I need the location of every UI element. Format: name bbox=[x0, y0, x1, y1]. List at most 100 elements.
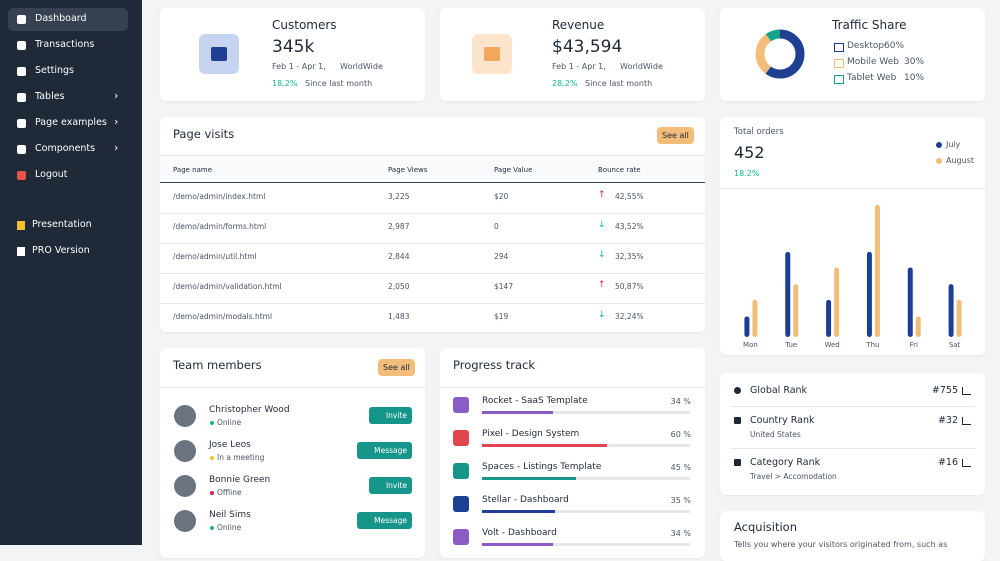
project-name: Spaces - Listings Template bbox=[482, 462, 602, 472]
button-label: Invite bbox=[385, 411, 407, 420]
rank-value: #16 bbox=[937, 457, 958, 468]
rank-label: Category Rank bbox=[750, 457, 821, 468]
divider bbox=[720, 188, 985, 189]
trend-arrow: ↓ bbox=[598, 250, 606, 260]
action-button[interactable]: Message bbox=[357, 442, 412, 459]
see-all-button[interactable]: See all bbox=[378, 359, 415, 376]
action-button[interactable]: Invite bbox=[369, 477, 412, 494]
progress-track bbox=[482, 510, 690, 513]
icon-glyph bbox=[211, 47, 227, 61]
action-button[interactable]: Message bbox=[357, 512, 412, 529]
column-header: Bounce rate bbox=[598, 166, 641, 174]
stat-card: Revenue $43,594 Feb 1 - Apr 1, WorldWide 28.… bbox=[440, 8, 705, 101]
table-cell: 0 bbox=[494, 222, 499, 231]
divider bbox=[730, 448, 975, 449]
table-cell: 42,55% bbox=[615, 192, 644, 201]
table-cell: $19 bbox=[494, 312, 509, 321]
action-button[interactable]: Invite bbox=[369, 407, 412, 424]
project-icon bbox=[453, 463, 469, 479]
stat-since: Since last month bbox=[585, 79, 653, 88]
bar bbox=[785, 251, 791, 337]
nav-item[interactable]: Dashboard bbox=[8, 8, 128, 31]
nav-item[interactable]: PRO Version bbox=[8, 240, 128, 263]
nav-label: PRO Version bbox=[32, 245, 90, 256]
card-title: Traffic Share bbox=[832, 18, 907, 32]
divider bbox=[160, 387, 425, 388]
rank-chart-icon bbox=[962, 417, 971, 425]
bar bbox=[826, 299, 832, 337]
x-tick-label: Mon bbox=[743, 341, 758, 349]
rank-value: #755 bbox=[931, 385, 958, 396]
stat-title: Revenue bbox=[552, 18, 605, 32]
bar bbox=[907, 267, 913, 337]
project-icon bbox=[453, 430, 469, 446]
see-all-button[interactable]: See all bbox=[657, 127, 694, 144]
table-cell: /demo/admin/index.html bbox=[173, 192, 266, 201]
legend-label: August bbox=[946, 156, 974, 165]
progress-track bbox=[482, 411, 690, 414]
nav-icon bbox=[17, 67, 26, 76]
nav-label: Logout bbox=[35, 169, 68, 180]
table-cell: $147 bbox=[494, 282, 514, 291]
nav-label: Presentation bbox=[32, 219, 92, 230]
progress-bar bbox=[482, 477, 576, 480]
nav-label: Transactions bbox=[35, 39, 95, 50]
x-tick-label: Fri bbox=[910, 341, 918, 349]
progress-card: Progress track Rocket - SaaS Template 34 %… bbox=[440, 348, 705, 558]
progress-bar bbox=[482, 444, 607, 447]
rank-label: Country Rank bbox=[750, 415, 815, 426]
bar bbox=[752, 299, 758, 337]
bar bbox=[866, 251, 872, 337]
bar bbox=[915, 316, 921, 337]
button-label: Invite bbox=[385, 481, 407, 490]
stat-value: 345k bbox=[272, 37, 315, 57]
nav-chevron: › bbox=[114, 115, 119, 128]
x-tick-label: Sat bbox=[949, 341, 961, 349]
divider bbox=[440, 387, 705, 388]
nav-icon bbox=[17, 41, 26, 50]
table-cell: /demo/admin/validation.html bbox=[173, 282, 282, 291]
project-icon bbox=[453, 397, 469, 413]
project-percent: 35 % bbox=[670, 496, 691, 505]
nav-item[interactable]: Page examples › bbox=[8, 112, 128, 135]
member-name: Bonnie Green bbox=[209, 475, 271, 485]
rank-sub: Travel > Accomodation bbox=[750, 472, 837, 481]
project-name: Stellar - Dashboard bbox=[482, 495, 569, 505]
divider bbox=[730, 406, 975, 407]
legend-icon bbox=[834, 43, 844, 52]
button-label: Message bbox=[374, 446, 407, 455]
nav-item[interactable]: Logout bbox=[8, 164, 128, 187]
card-title: Team members bbox=[173, 358, 262, 372]
trend-arrow: ↑ bbox=[598, 190, 606, 200]
member-name: Christopher Wood bbox=[209, 405, 290, 415]
bar bbox=[793, 284, 799, 337]
rank-icon bbox=[734, 459, 741, 466]
stat-icon bbox=[199, 34, 239, 74]
bar bbox=[874, 204, 880, 337]
table-cell: 43,52% bbox=[615, 222, 644, 231]
stat-period: Feb 1 - Apr 1, bbox=[272, 62, 326, 71]
member-status: Online bbox=[217, 523, 242, 532]
orders-value: 452 bbox=[734, 143, 765, 162]
legend-icon bbox=[834, 59, 844, 68]
bar bbox=[834, 267, 840, 337]
nav-icon bbox=[17, 15, 26, 24]
bar bbox=[956, 299, 962, 337]
rank-card: Global Rank #755 Country Rank United States… bbox=[720, 373, 985, 495]
stat-since: Since last month bbox=[305, 79, 373, 88]
nav-item[interactable]: Settings bbox=[8, 60, 128, 83]
table-cell: 2,987 bbox=[388, 222, 410, 231]
nav-item[interactable]: Components › bbox=[8, 138, 128, 161]
rank-value: #32 bbox=[937, 415, 958, 426]
progress-track bbox=[482, 444, 690, 447]
nav-item[interactable]: Presentation bbox=[8, 214, 128, 237]
legend-value: 30% bbox=[904, 57, 925, 67]
project-name: Rocket - SaaS Template bbox=[482, 396, 588, 406]
rank-label: Global Rank bbox=[750, 385, 808, 396]
nav-item[interactable]: Tables › bbox=[8, 86, 128, 109]
nav-item[interactable]: Transactions bbox=[8, 34, 128, 57]
table-cell: 32,35% bbox=[615, 252, 644, 261]
stat-icon bbox=[472, 34, 512, 74]
project-percent: 34 % bbox=[670, 529, 691, 538]
